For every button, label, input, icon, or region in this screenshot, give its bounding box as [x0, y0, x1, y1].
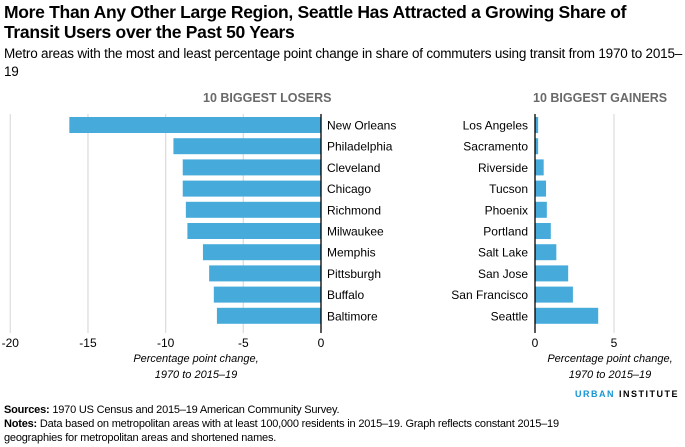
losers-bar: [173, 138, 321, 155]
gainers-bar: [535, 201, 547, 218]
gainers-bar: [535, 265, 569, 282]
gainers-category-label: San Jose: [478, 267, 528, 281]
losers-bar: [182, 159, 321, 176]
losers-category-label: Pittsburgh: [327, 267, 381, 281]
gainers-category-label: Salt Lake: [478, 246, 528, 260]
losers-bar: [182, 180, 321, 197]
gainers-tick-label: 0: [532, 336, 539, 350]
losers-x-axis-label: Percentage point change, 1970 to 2015–19: [96, 351, 296, 383]
gainers-category-label: San Francisco: [451, 288, 528, 302]
losers-bar: [216, 307, 321, 324]
sources-text: 1970 US Census and 2015–19 American Comm…: [49, 404, 340, 416]
losers-bar: [185, 201, 321, 218]
losers-category-label: Milwaukee: [327, 225, 384, 239]
losers-tick-label: -20: [2, 336, 20, 350]
gainers-category-label: Los Angeles: [463, 119, 528, 133]
losers-tick-label: -10: [157, 336, 175, 350]
gainers-bar: [535, 180, 547, 197]
gainers-bar: [535, 159, 544, 176]
losers-bar: [69, 117, 321, 133]
gainers-category-label: Seattle: [491, 309, 529, 323]
gainers-category-label: Portland: [483, 225, 528, 239]
x-axis-label-line1: Percentage point change,: [133, 353, 259, 365]
losers-bar: [209, 265, 321, 282]
losers-category-label: Baltimore: [327, 309, 378, 323]
losers-category-label: Buffalo: [327, 288, 364, 302]
gainers-bar: [535, 244, 557, 261]
gainers-x-axis-label: Percentage point change, 1970 to 2015–19: [510, 351, 685, 383]
gainers-panel-title: 10 BIGGEST GAINERS: [533, 91, 668, 105]
chart-title: More Than Any Other Large Region, Seattl…: [4, 2, 627, 42]
notes-label: Notes:: [4, 418, 38, 430]
x-axis-label-line2: 1970 to 2015–19: [568, 369, 652, 381]
losers-category-label: Chicago: [327, 182, 371, 196]
chart-subtitle: Metro areas with the most and least perc…: [4, 46, 683, 79]
gainers-category-label: Sacramento: [463, 140, 528, 154]
notes-text: Data based on metropolitan areas with at…: [4, 418, 559, 444]
logo-urban: URBAN: [574, 389, 615, 399]
x-axis-label-line1: Percentage point change,: [547, 353, 673, 365]
losers-bar: [213, 286, 321, 303]
sources-label: Sources:: [4, 404, 50, 416]
notes-note: Notes: Data based on metropolitan areas …: [4, 417, 604, 445]
gainers-bar: [535, 223, 551, 239]
gainers-bar: [535, 286, 573, 303]
losers-category-label: Memphis: [327, 246, 376, 260]
losers-panel-title: 10 BIGGEST LOSERS: [203, 91, 332, 105]
losers-bar: [202, 244, 321, 261]
x-axis-label-line2: 1970 to 2015–19: [154, 369, 238, 381]
gainers-category-label: Tucson: [489, 182, 528, 196]
losers-category-label: New Orleans: [327, 119, 396, 133]
losers-bar: [187, 223, 321, 239]
gainers-bar: [535, 138, 539, 155]
gainers-bar: [535, 117, 539, 133]
gainers-category-label: Riverside: [478, 161, 528, 175]
logo-institute: INSTITUTE: [619, 389, 679, 399]
gainers-category-label: Phoenix: [485, 203, 528, 217]
losers-tick-label: 0: [318, 336, 325, 350]
sources-note: Sources: 1970 US Census and 2015–19 Amer…: [4, 403, 340, 417]
losers-tick-label: -5: [238, 336, 249, 350]
urban-institute-logo: URBAN INSTITUTE: [575, 389, 679, 399]
losers-category-label: Richmond: [327, 203, 381, 217]
losers-category-label: Cleveland: [327, 161, 380, 175]
gainers-tick-label: 5: [611, 336, 618, 350]
losers-tick-label: -15: [79, 336, 97, 350]
gainers-bar: [535, 307, 599, 324]
losers-category-label: Philadelphia: [327, 140, 393, 154]
